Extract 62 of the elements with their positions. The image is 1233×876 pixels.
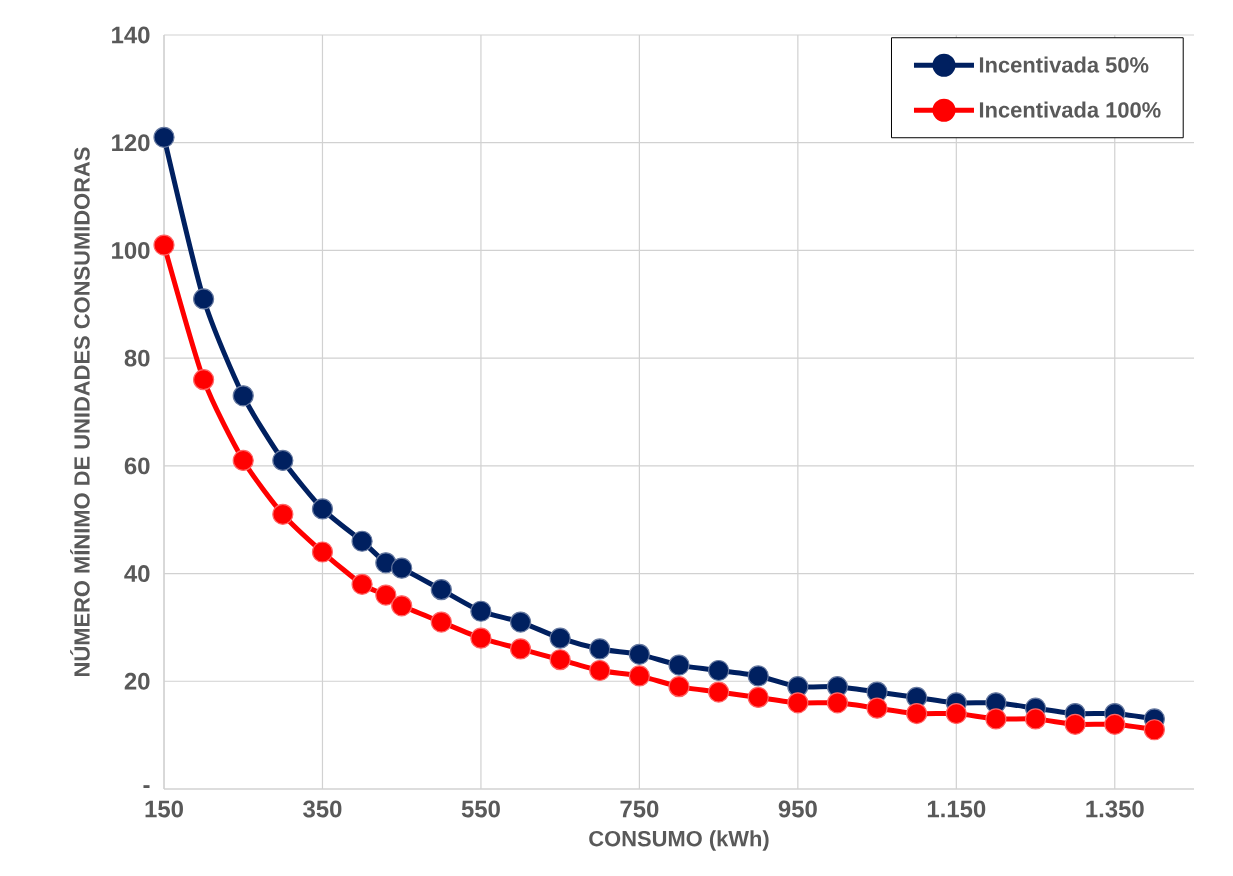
point xyxy=(747,686,769,709)
point xyxy=(391,595,413,617)
point xyxy=(311,498,334,520)
point xyxy=(747,665,769,687)
point xyxy=(232,385,254,407)
x-tick-label: 950 xyxy=(778,800,817,818)
point xyxy=(1143,719,1165,741)
point xyxy=(232,449,254,472)
point xyxy=(945,702,967,725)
point xyxy=(1024,708,1047,730)
y-tick-label: 60 xyxy=(124,457,150,475)
y-tick-label: 100 xyxy=(112,241,150,259)
point xyxy=(787,692,809,714)
point xyxy=(668,654,690,676)
point xyxy=(1064,713,1086,735)
point xyxy=(153,126,175,148)
point xyxy=(272,503,294,525)
y-tick-label: - xyxy=(143,785,150,789)
y-axis-title: NÚMERO MÍNIMO DE UNIDADES CONSUMIDORAS xyxy=(70,147,90,676)
point xyxy=(470,627,492,649)
point xyxy=(628,643,650,665)
point xyxy=(589,659,611,682)
point xyxy=(589,638,611,660)
x-tick-label: 1.350 xyxy=(1086,800,1144,818)
x-tick-label: 150 xyxy=(145,800,183,818)
y-tick-label: 80 xyxy=(124,349,150,367)
legend-label: Incentivada 50% xyxy=(979,56,1149,73)
point xyxy=(549,627,571,649)
point xyxy=(628,665,650,687)
point xyxy=(193,369,215,391)
point xyxy=(866,697,888,719)
legend-label: Incentivada 100% xyxy=(979,101,1161,118)
x-axis-title: CONSUMO (kWh) xyxy=(589,830,769,851)
point xyxy=(272,449,294,472)
point xyxy=(1104,713,1126,735)
y-tick-label: 140 xyxy=(112,26,150,44)
y-tick-label: 20 xyxy=(124,672,150,690)
point xyxy=(430,579,452,601)
point xyxy=(826,692,849,714)
point xyxy=(391,557,413,579)
point xyxy=(375,584,397,606)
y-tick-label: 120 xyxy=(112,134,150,152)
x-tick-label: 350 xyxy=(303,800,342,818)
point xyxy=(470,600,492,622)
point xyxy=(193,288,215,310)
point xyxy=(668,676,690,698)
point xyxy=(708,681,730,703)
point xyxy=(430,611,452,633)
point xyxy=(708,659,730,682)
point xyxy=(906,702,928,725)
x-tick-label: 750 xyxy=(620,800,659,818)
point xyxy=(985,708,1007,730)
point xyxy=(311,541,334,563)
point xyxy=(153,234,175,256)
point xyxy=(509,638,532,660)
x-tick-label: 1.150 xyxy=(927,800,986,818)
x-tick-label: 550 xyxy=(461,800,500,818)
point xyxy=(509,611,532,633)
point xyxy=(351,530,373,552)
y-tick-label: 40 xyxy=(124,565,150,583)
point xyxy=(351,573,373,595)
point xyxy=(549,649,571,671)
